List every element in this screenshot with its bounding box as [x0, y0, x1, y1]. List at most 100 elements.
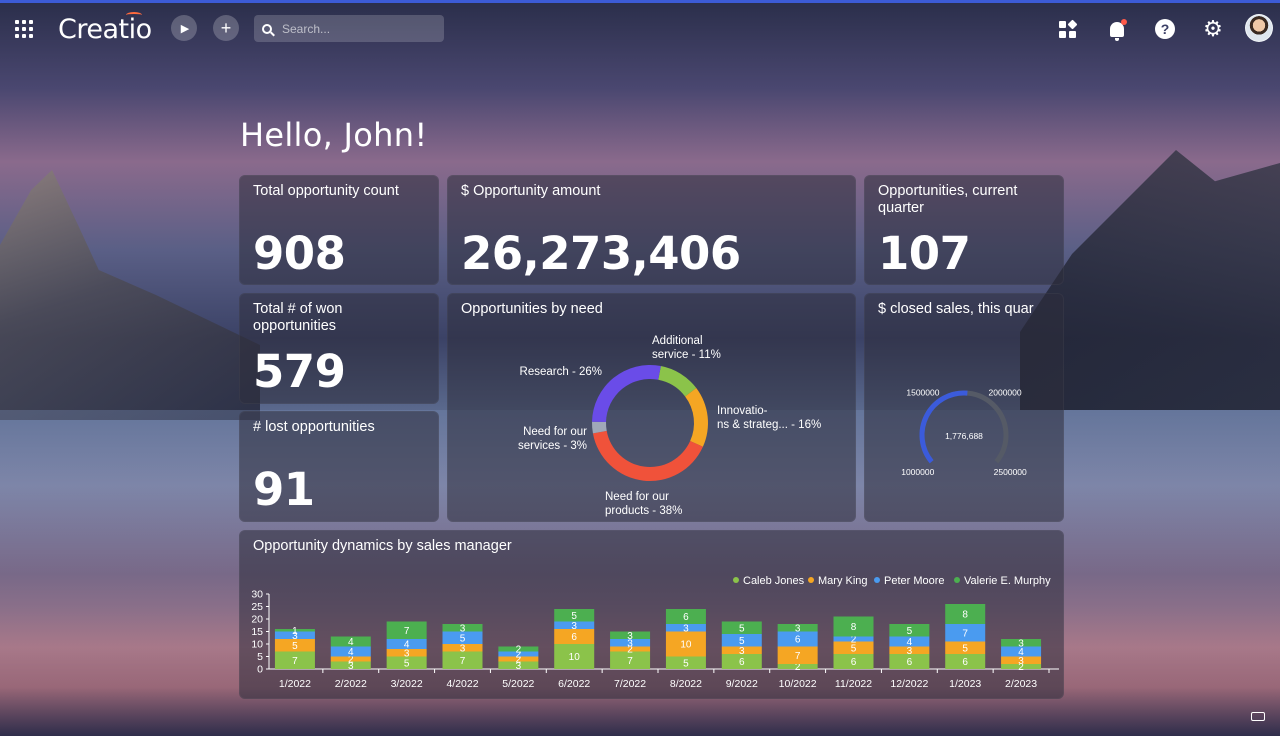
bar-segment[interactable]	[498, 661, 539, 670]
kpi-value: 107	[878, 227, 971, 280]
bar-segment[interactable]	[610, 646, 651, 652]
user-avatar[interactable]	[1245, 14, 1273, 42]
bar-segment-label: 3	[907, 646, 913, 657]
bar-segment[interactable]	[554, 609, 595, 622]
bar-segment[interactable]	[777, 646, 818, 665]
bar-segment[interactable]	[1001, 664, 1042, 669]
bar-segment[interactable]	[386, 621, 427, 640]
donut-slice-2[interactable]	[592, 430, 703, 482]
bar-segment[interactable]	[833, 636, 874, 642]
bar-segment[interactable]	[665, 624, 706, 632]
bar-segment[interactable]	[777, 664, 818, 669]
donut-slice-1[interactable]	[685, 388, 708, 447]
bar-segment[interactable]	[1001, 646, 1042, 657]
bar-segment[interactable]	[889, 624, 930, 637]
bar-segment[interactable]	[945, 624, 986, 642]
bar-segment[interactable]	[442, 651, 483, 670]
bar-segment[interactable]	[330, 661, 371, 670]
creatio-logo[interactable]: Creatio	[58, 12, 152, 45]
kpi-won-opportunities[interactable]: Total # of won opportunities 579	[239, 293, 439, 404]
apps-grid-icon[interactable]	[15, 20, 33, 38]
top-bar: Creatio ▶ + ? ⚙	[0, 0, 1280, 56]
widgets-button[interactable]	[1056, 18, 1078, 40]
opportunities-by-need-card[interactable]: Opportunities by need Additional service …	[447, 293, 856, 522]
bar-segment[interactable]	[330, 636, 371, 647]
bar-segment-label: 6	[907, 657, 913, 668]
bar-segment[interactable]	[330, 656, 371, 662]
bar-segment-label: 6	[851, 657, 857, 668]
search-input[interactable]	[282, 21, 432, 36]
bar-segment[interactable]	[610, 651, 651, 670]
kpi-opportunities-current-quarter[interactable]: Opportunities, current quarter 107	[864, 175, 1064, 285]
bar-segment[interactable]	[833, 641, 874, 655]
bar-segment[interactable]	[721, 634, 762, 647]
add-button[interactable]: +	[213, 15, 239, 41]
donut-slice-3[interactable]	[592, 421, 607, 434]
bar-segment[interactable]	[1001, 656, 1042, 665]
keyboard-icon[interactable]	[1251, 712, 1265, 721]
bar-segment[interactable]	[386, 649, 427, 657]
bar-segment[interactable]	[554, 644, 595, 669]
legend-label-1[interactable]: Mary King	[818, 575, 868, 587]
kpi-total-opportunity-count[interactable]: Total opportunity count 908	[239, 175, 439, 285]
bar-segment[interactable]	[777, 624, 818, 632]
settings-button[interactable]: ⚙	[1202, 18, 1224, 40]
bar-segment[interactable]	[721, 621, 762, 635]
bar-segment[interactable]	[442, 631, 483, 645]
run-process-button[interactable]: ▶	[171, 15, 197, 41]
bar-segment[interactable]	[442, 624, 483, 632]
kpi-opportunity-amount[interactable]: $ Opportunity amount 26,273,406	[447, 175, 856, 285]
bar-segment[interactable]	[554, 629, 595, 644]
bar-segment[interactable]	[945, 604, 986, 624]
stacked-bar-chart: Caleb Jones Mary King Peter Moore Valerie E…	[251, 575, 1059, 690]
bar-segment[interactable]	[833, 616, 874, 637]
closed-sales-gauge-card[interactable]: $ closed sales, this quar 1,776,688 10000…	[864, 293, 1064, 522]
bar-segment-label: 5	[683, 658, 689, 669]
help-button[interactable]: ?	[1154, 18, 1176, 40]
bar-segment-label: 2	[795, 662, 801, 673]
donut-slice-0[interactable]	[658, 366, 697, 397]
bar-segment[interactable]	[498, 651, 539, 657]
top-accent-line	[0, 0, 1280, 3]
bar-segment-label: 3	[795, 623, 801, 634]
bar-segment[interactable]	[498, 646, 539, 652]
bar-segment-label: 5	[739, 623, 745, 634]
bar-segment[interactable]	[498, 656, 539, 662]
gauge-tick-label: 1500000	[906, 388, 939, 398]
search-bar[interactable]	[254, 15, 444, 42]
kpi-lost-opportunities[interactable]: # lost opportunities 91	[239, 411, 439, 522]
bar-segment[interactable]	[1001, 639, 1042, 647]
bar-segment[interactable]	[721, 646, 762, 655]
bar-segment[interactable]	[330, 646, 371, 657]
bar-segment[interactable]	[889, 646, 930, 655]
bar-segment[interactable]	[274, 631, 315, 640]
bar-segment[interactable]	[442, 644, 483, 652]
gauge-value-label: 1,776,688	[945, 431, 983, 441]
bar-segment[interactable]	[889, 654, 930, 669]
bar-segment[interactable]	[665, 631, 706, 657]
bar-segment[interactable]	[274, 651, 315, 670]
legend-label-3[interactable]: Valerie E. Murphy	[964, 575, 1051, 587]
bar-segment[interactable]	[721, 654, 762, 669]
bar-segment[interactable]	[945, 641, 986, 655]
bar-segment[interactable]	[274, 639, 315, 652]
y-tick-label: 15	[251, 626, 263, 638]
donut-slice-4[interactable]	[592, 365, 661, 423]
bar-segment[interactable]	[889, 636, 930, 647]
bar-segment[interactable]	[665, 609, 706, 624]
bar-segment[interactable]	[554, 621, 595, 630]
bar-segment[interactable]	[833, 654, 874, 669]
bar-segment[interactable]	[665, 656, 706, 670]
legend-label-2[interactable]: Peter Moore	[884, 575, 945, 587]
legend-label-0[interactable]: Caleb Jones	[743, 575, 805, 587]
bar-segment-label: 6	[739, 657, 745, 668]
opportunity-dynamics-card[interactable]: Opportunity dynamics by sales manager Ca…	[239, 530, 1064, 699]
bar-segment[interactable]	[610, 639, 651, 647]
bar-segment[interactable]	[274, 629, 315, 632]
notifications-button[interactable]	[1106, 18, 1128, 41]
bar-segment[interactable]	[945, 654, 986, 669]
bar-segment[interactable]	[386, 656, 427, 670]
bar-segment[interactable]	[610, 631, 651, 640]
bar-segment[interactable]	[777, 631, 818, 647]
bar-segment[interactable]	[386, 639, 427, 649]
